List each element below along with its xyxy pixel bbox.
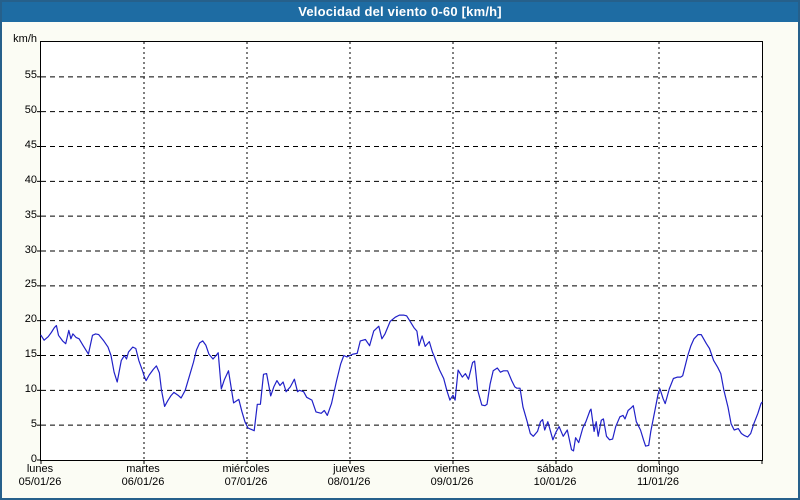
day-name: domingo [636, 463, 680, 475]
y-tick-label: 55 [24, 69, 37, 82]
chart-area: km/h 0 5 10 15 20 25 30 35 40 45 50 55 lunes 05/01/2… [2, 22, 798, 498]
day-date: 08/01/26 [327, 476, 371, 488]
x-day-label: domingo 11/01/26 [606, 463, 710, 489]
day-name: miércoles [222, 463, 270, 475]
y-tick-label: 50 [24, 104, 37, 117]
x-day-label: jueves 08/01/26 [297, 463, 401, 489]
y-tick-label: 15 [24, 348, 37, 360]
x-day-label: miércoles 07/01/26 [194, 463, 298, 489]
y-tick-label: 35 [24, 208, 37, 221]
day-date: 05/01/26 [18, 476, 62, 488]
y-tick-label: 20 [24, 313, 37, 326]
y-tick-label: 5 [30, 417, 37, 430]
x-day-label: martes 06/01/26 [91, 463, 195, 489]
plot-area [37, 41, 763, 464]
x-day-label: lunes 05/01/26 [2, 463, 92, 489]
day-name: lunes [26, 463, 54, 475]
day-date: 10/01/26 [533, 476, 577, 488]
x-day-label: sábado 10/01/26 [503, 463, 607, 489]
y-tick-label: 45 [24, 139, 37, 151]
y-axis-unit-label: km/h [13, 33, 37, 45]
title-bar: Velocidad del viento 0-60 [km/h] [2, 2, 798, 22]
day-date: 11/01/26 [636, 476, 679, 488]
day-name: sábado [536, 463, 574, 475]
y-tick-label: 10 [24, 382, 37, 395]
day-date: 06/01/26 [121, 476, 165, 488]
day-name: viernes [434, 463, 470, 475]
wind-speed-line [40, 314, 763, 452]
x-day-label: viernes 09/01/26 [400, 463, 504, 489]
day-date: 07/01/26 [224, 476, 268, 488]
y-tick-label: 0 [30, 452, 37, 465]
chart-title: Velocidad del viento 0-60 [km/h] [298, 4, 502, 19]
wind-speed-plot [37, 42, 763, 464]
day-name: jueves [333, 463, 365, 475]
y-tick-label: 30 [24, 243, 37, 256]
day-date: 09/01/26 [430, 476, 474, 488]
y-tick-label: 40 [24, 173, 37, 186]
y-tick-label: 25 [24, 278, 37, 291]
day-name: martes [126, 463, 160, 475]
